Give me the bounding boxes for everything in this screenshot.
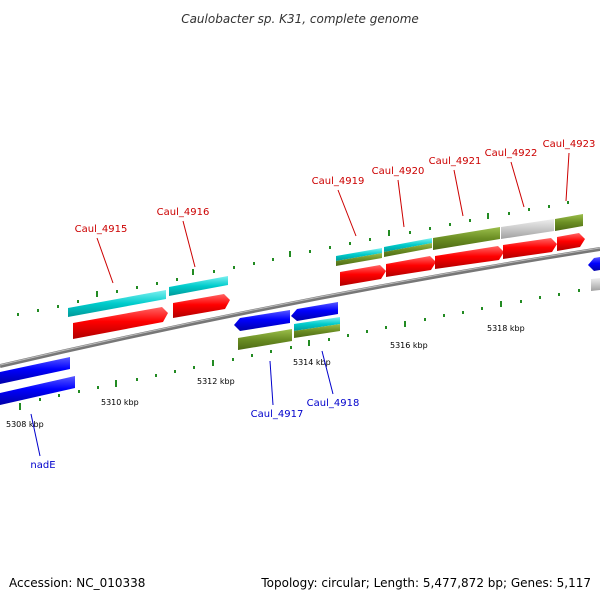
- kbp-label-5314: 5314 kbp: [293, 358, 331, 367]
- kbp-label-5312: 5312 kbp: [197, 377, 235, 386]
- gene-arrow[interactable]: [588, 257, 600, 271]
- gene-feature[interactable]: [294, 324, 340, 338]
- gene-label-caul-4917[interactable]: Caul_4917: [251, 409, 304, 420]
- gene-feature[interactable]: [336, 253, 382, 266]
- gene-feature[interactable]: [433, 227, 500, 250]
- gene-label-caul-4921[interactable]: Caul_4921: [429, 156, 482, 167]
- label-leaders: [30, 152, 570, 457]
- accession-text: Accession: NC_010338: [9, 576, 145, 590]
- gene-arrow[interactable]: [234, 310, 290, 331]
- gene-arrow[interactable]: [340, 265, 386, 286]
- gene-feature[interactable]: [384, 243, 432, 257]
- gene-labels: Caul_4915 Caul_4916 Caul_4917 Caul_4918 …: [30, 139, 595, 471]
- gene-feature[interactable]: [591, 278, 600, 291]
- gene-label-caul-4920[interactable]: Caul_4920: [372, 166, 425, 177]
- cds-track-forward: [73, 233, 585, 339]
- tick-ring-lower: [19, 289, 580, 410]
- gene-feature[interactable]: [555, 214, 583, 231]
- gene-arrow[interactable]: [386, 256, 436, 277]
- gene-label-caul-4923[interactable]: Caul_4923: [543, 139, 596, 150]
- genome-summary-text: Topology: circular; Length: 5,477,872 bp…: [260, 576, 591, 590]
- gene-feature[interactable]: [169, 276, 228, 296]
- gene-feature[interactable]: [238, 329, 292, 350]
- gene-feature[interactable]: [68, 290, 166, 317]
- gene-arrow[interactable]: [0, 376, 75, 405]
- gene-label-caul-4919[interactable]: Caul_4919: [312, 176, 365, 187]
- cds-track-reverse: [0, 257, 600, 405]
- gene-feature[interactable]: [384, 238, 432, 252]
- gene-label-nade[interactable]: nadE: [30, 460, 55, 471]
- kbp-label-5308: 5308 kbp: [6, 420, 44, 429]
- gene-arrow[interactable]: [0, 357, 70, 384]
- gene-arrow[interactable]: [173, 294, 230, 318]
- cog-track-reverse: [238, 278, 600, 350]
- gene-arrow[interactable]: [291, 302, 338, 321]
- cog-track-forward: [68, 214, 583, 317]
- gene-arrow[interactable]: [557, 233, 585, 251]
- map-title: Caulobacter sp. K31, complete genome: [181, 12, 419, 26]
- kbp-label-5310: 5310 kbp: [101, 398, 139, 407]
- kbp-label-5316: 5316 kbp: [390, 341, 428, 350]
- gene-arrow[interactable]: [73, 307, 168, 339]
- tick-ring-upper: [17, 201, 569, 316]
- gene-feature[interactable]: [501, 219, 554, 239]
- gene-label-caul-4916[interactable]: Caul_4916: [157, 207, 210, 218]
- gene-arrow[interactable]: [503, 238, 557, 259]
- genome-backbone-highlight: [0, 247, 600, 366]
- gene-arrow[interactable]: [435, 246, 504, 269]
- gene-feature[interactable]: [294, 317, 340, 331]
- gene-label-caul-4915[interactable]: Caul_4915: [75, 224, 128, 235]
- kbp-label-5318: 5318 kbp: [487, 324, 525, 333]
- genome-backbone: [0, 247, 600, 368]
- gene-feature[interactable]: [336, 248, 382, 261]
- gene-label-caul-4922[interactable]: Caul_4922: [485, 148, 538, 159]
- gene-label-caul-4918[interactable]: Caul_4918: [307, 398, 360, 409]
